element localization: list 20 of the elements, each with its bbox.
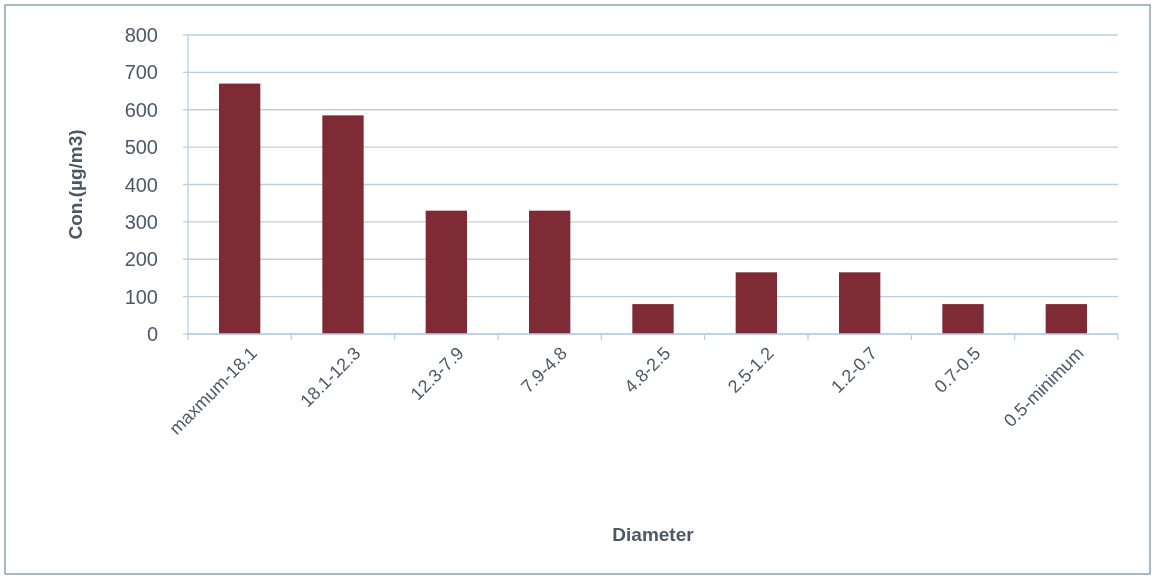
- y-tick-label: 500: [124, 136, 158, 159]
- y-tick-label: 800: [124, 24, 158, 46]
- bar: [529, 210, 571, 334]
- bar: [632, 304, 674, 334]
- y-tick-label: 300: [124, 210, 158, 233]
- y-tick-label: 200: [124, 248, 158, 271]
- y-tick-label: 700: [124, 61, 158, 84]
- y-tick-label: 0: [146, 323, 158, 345]
- bar: [219, 83, 261, 334]
- bar: [322, 115, 364, 334]
- y-axis-title: Con.(µg/m3): [65, 129, 86, 240]
- y-tick-label: 400: [124, 173, 158, 196]
- bar: [735, 272, 777, 334]
- bar: [839, 272, 881, 334]
- y-tick-label: 100: [124, 285, 158, 308]
- x-axis-title: Diameter: [612, 524, 695, 545]
- bar: [942, 304, 984, 334]
- y-tick-label: 600: [124, 98, 158, 121]
- bar: [1045, 304, 1087, 334]
- bar: [425, 210, 467, 334]
